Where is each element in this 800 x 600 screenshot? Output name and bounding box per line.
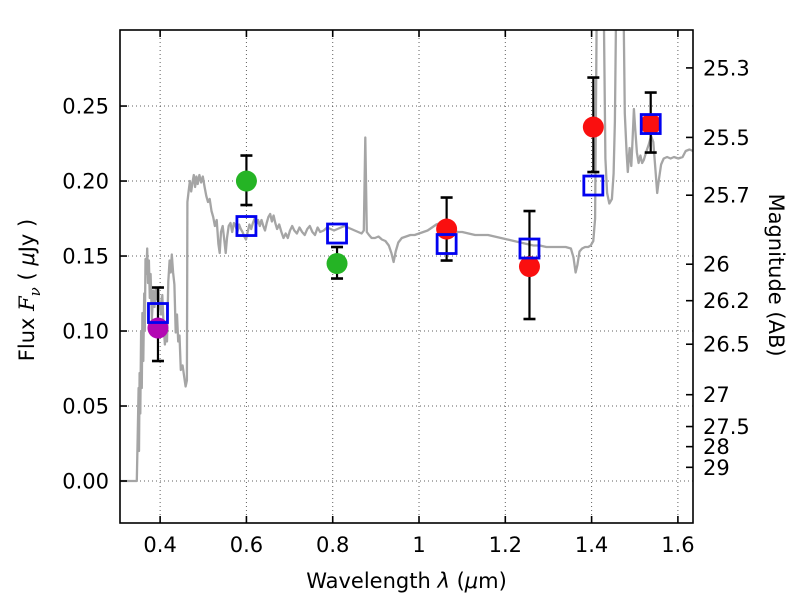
observed-red-point-marker <box>640 113 662 135</box>
observed-green-point-marker <box>235 170 257 192</box>
model-photometry-square-marker <box>582 174 605 197</box>
y-tick-left-label: 0.25 <box>62 95 109 119</box>
y-tick-left-label: 0.05 <box>62 395 109 419</box>
observed-red-point-marker <box>582 116 604 138</box>
observed-green-point-marker <box>326 253 348 275</box>
x-tick-label: 1.6 <box>661 533 694 557</box>
y-tick-left-label: 0.00 <box>62 470 109 494</box>
model-photometry-square-marker <box>147 302 169 324</box>
y-tick-left-label: 0.10 <box>62 320 109 344</box>
y-tick-right-label: 29 <box>703 456 730 480</box>
x-tick-label: 0.6 <box>230 533 263 557</box>
y-tick-left-label: 0.15 <box>62 245 109 269</box>
observed-magenta-point-marker <box>147 317 169 339</box>
model-photometry-square-marker <box>639 113 662 135</box>
axes-frame <box>119 29 694 524</box>
x-tick-label: 1.2 <box>489 533 522 557</box>
model-photometry-square-marker <box>326 222 348 245</box>
y-tick-right-label: 27.5 <box>703 415 750 439</box>
y-tick-right-label: 26.2 <box>703 289 750 313</box>
y-tick-left-label: 0.20 <box>62 170 109 194</box>
y-tick-right-label: 25.3 <box>703 56 750 80</box>
x-axis-label: Wavelength λ (μm) <box>306 569 507 593</box>
y-axis-label-left: Flux Fν ( μJy ) <box>15 219 44 361</box>
y-tick-right-label: 28 <box>703 435 730 459</box>
model-spectrum-line <box>120 30 693 483</box>
observed-red-point-marker <box>436 218 458 240</box>
y-tick-right-label: 25.7 <box>703 184 750 208</box>
model-photometry-square-marker <box>235 215 258 237</box>
x-tick-label: 0.8 <box>316 533 349 557</box>
y-tick-right-label: 25.5 <box>703 126 750 150</box>
y-tick-right-label: 27 <box>703 383 730 407</box>
x-tick-label: 1.4 <box>575 533 608 557</box>
model-photometry-square-marker <box>435 233 458 255</box>
x-tick-label: 0.4 <box>143 533 176 557</box>
observed-red-point-marker <box>518 256 540 278</box>
model-photometry-square-marker <box>518 237 541 260</box>
x-tick-label: 1 <box>412 533 425 557</box>
y-tick-right-label: 26.5 <box>703 333 750 357</box>
y-tick-right-label: 26 <box>703 253 730 277</box>
y-axis-label-right: Magnitude (AB) <box>764 193 788 356</box>
